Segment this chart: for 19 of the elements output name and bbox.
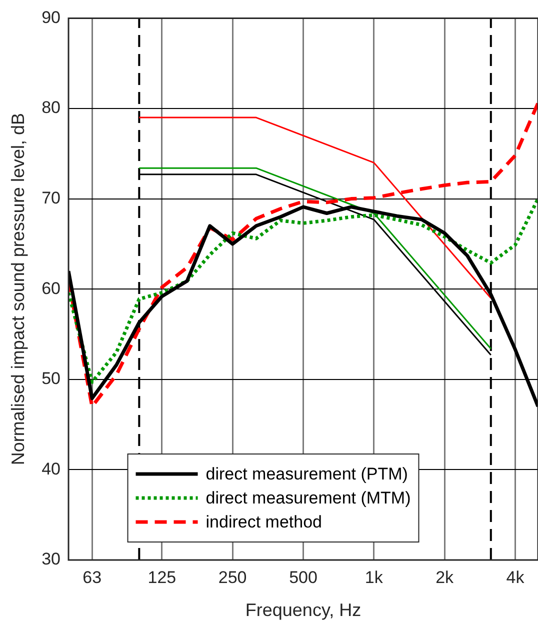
legend-label: direct measurement (PTM)	[206, 464, 408, 484]
y-tick-label: 60	[42, 278, 61, 298]
x-tick-label: 1k	[364, 568, 384, 587]
y-tick-label: 50	[42, 369, 61, 388]
x-tick-label: 4k	[506, 568, 525, 587]
y-tick-label: 70	[42, 188, 61, 208]
y-tick-label: 40	[42, 459, 61, 478]
x-tick-label: 125	[148, 568, 176, 587]
y-tick-label: 90	[42, 8, 61, 27]
y-axis-title: Normalised impact sound pressure level, dB	[8, 113, 28, 466]
y-tick-label: 30	[42, 550, 61, 569]
x-tick-label: 500	[289, 568, 318, 587]
legend-label: direct measurement (MTM)	[206, 488, 411, 508]
y-tick-label: 80	[42, 98, 61, 118]
x-axis-title: Frequency, Hz	[245, 600, 362, 620]
x-tick-label: 250	[218, 568, 247, 587]
x-tick-label: 63	[82, 568, 102, 587]
legend-label: indirect method	[206, 512, 322, 532]
x-tick-label: 2k	[436, 568, 454, 587]
